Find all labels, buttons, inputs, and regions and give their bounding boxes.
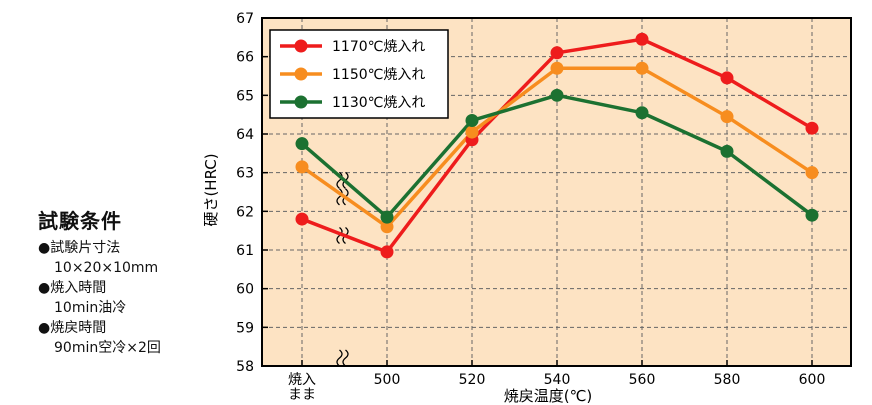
axis-break-stroke xyxy=(336,188,343,206)
data-point xyxy=(805,208,819,222)
data-point xyxy=(550,61,564,75)
axis-break-stroke xyxy=(342,349,349,367)
legend-marker xyxy=(294,67,308,81)
y-tick-label: 61 xyxy=(236,243,254,259)
x-tick-label: 焼入 xyxy=(288,372,316,388)
data-point xyxy=(720,71,734,85)
y-tick-label: 63 xyxy=(236,166,254,182)
x-tick-label: 600 xyxy=(799,372,826,388)
y-axis-ticks: 58 59 60 61 62 63 64 65 66 67 xyxy=(236,11,268,375)
test-conditions: 試験条件 ●試験片寸法 10×20×10mm ●焼入時間 10min油冷 ●焼戻… xyxy=(38,205,238,358)
axis-break-mark xyxy=(336,349,349,367)
legend-label: 1170℃焼入れ xyxy=(332,39,425,55)
data-point xyxy=(805,166,819,180)
y-tick-label: 62 xyxy=(236,204,254,220)
x-tick-label: まま xyxy=(288,387,316,403)
y-tick-label: 65 xyxy=(236,88,254,104)
y-tick-label: 59 xyxy=(236,320,254,336)
axis-break-stroke xyxy=(336,349,343,367)
condition-label: ●焼入時間 xyxy=(38,280,107,296)
condition-value: 90min空冷×2回 xyxy=(54,340,161,356)
data-point xyxy=(465,125,479,139)
x-tick-label: 540 xyxy=(544,372,571,388)
x-tick-label: 580 xyxy=(714,372,741,388)
series-points xyxy=(295,32,819,259)
condition-label: ●焼戻時間 xyxy=(38,320,107,336)
axis-break-stroke xyxy=(336,226,343,245)
x-tick-label: 520 xyxy=(459,372,486,388)
data-point xyxy=(295,212,309,226)
y-tick-label: 66 xyxy=(236,50,254,66)
y-tick-label: 67 xyxy=(236,11,254,27)
data-point xyxy=(380,210,394,224)
legend-marker xyxy=(294,39,308,53)
legend-label: 1150℃焼入れ xyxy=(332,67,425,83)
data-point xyxy=(550,88,564,102)
data-point xyxy=(550,46,564,60)
y-tick-label: 64 xyxy=(236,127,254,143)
y-tick-label: 58 xyxy=(236,359,254,375)
conditions-title: 試験条件 xyxy=(38,209,122,233)
data-point xyxy=(635,32,649,46)
data-point xyxy=(380,245,394,259)
x-axis-label: 焼戻温度(℃) xyxy=(504,387,593,405)
condition-value: 10×20×10mm xyxy=(54,260,159,276)
data-point xyxy=(295,160,309,174)
condition-value: 10min油冷 xyxy=(54,300,127,316)
legend: 1170℃焼入れ 1150℃焼入れ 1130℃焼入れ xyxy=(269,29,449,119)
data-point xyxy=(635,106,649,120)
y-axis-label: 硬さ(HRC) xyxy=(202,153,220,226)
condition-label: ●試験片寸法 xyxy=(38,240,121,256)
x-tick-label: 500 xyxy=(374,372,401,388)
data-point xyxy=(635,61,649,75)
axis-break-stroke xyxy=(336,171,343,189)
data-point xyxy=(720,110,734,124)
y-tick-label: 60 xyxy=(236,282,254,298)
x-tick-label: 560 xyxy=(629,372,656,388)
data-point xyxy=(805,121,819,135)
legend-marker xyxy=(294,95,308,109)
data-point xyxy=(720,144,734,158)
data-point xyxy=(295,137,309,151)
legend-label: 1130℃焼入れ xyxy=(332,95,425,111)
data-point xyxy=(465,113,479,127)
data-point xyxy=(380,220,394,234)
